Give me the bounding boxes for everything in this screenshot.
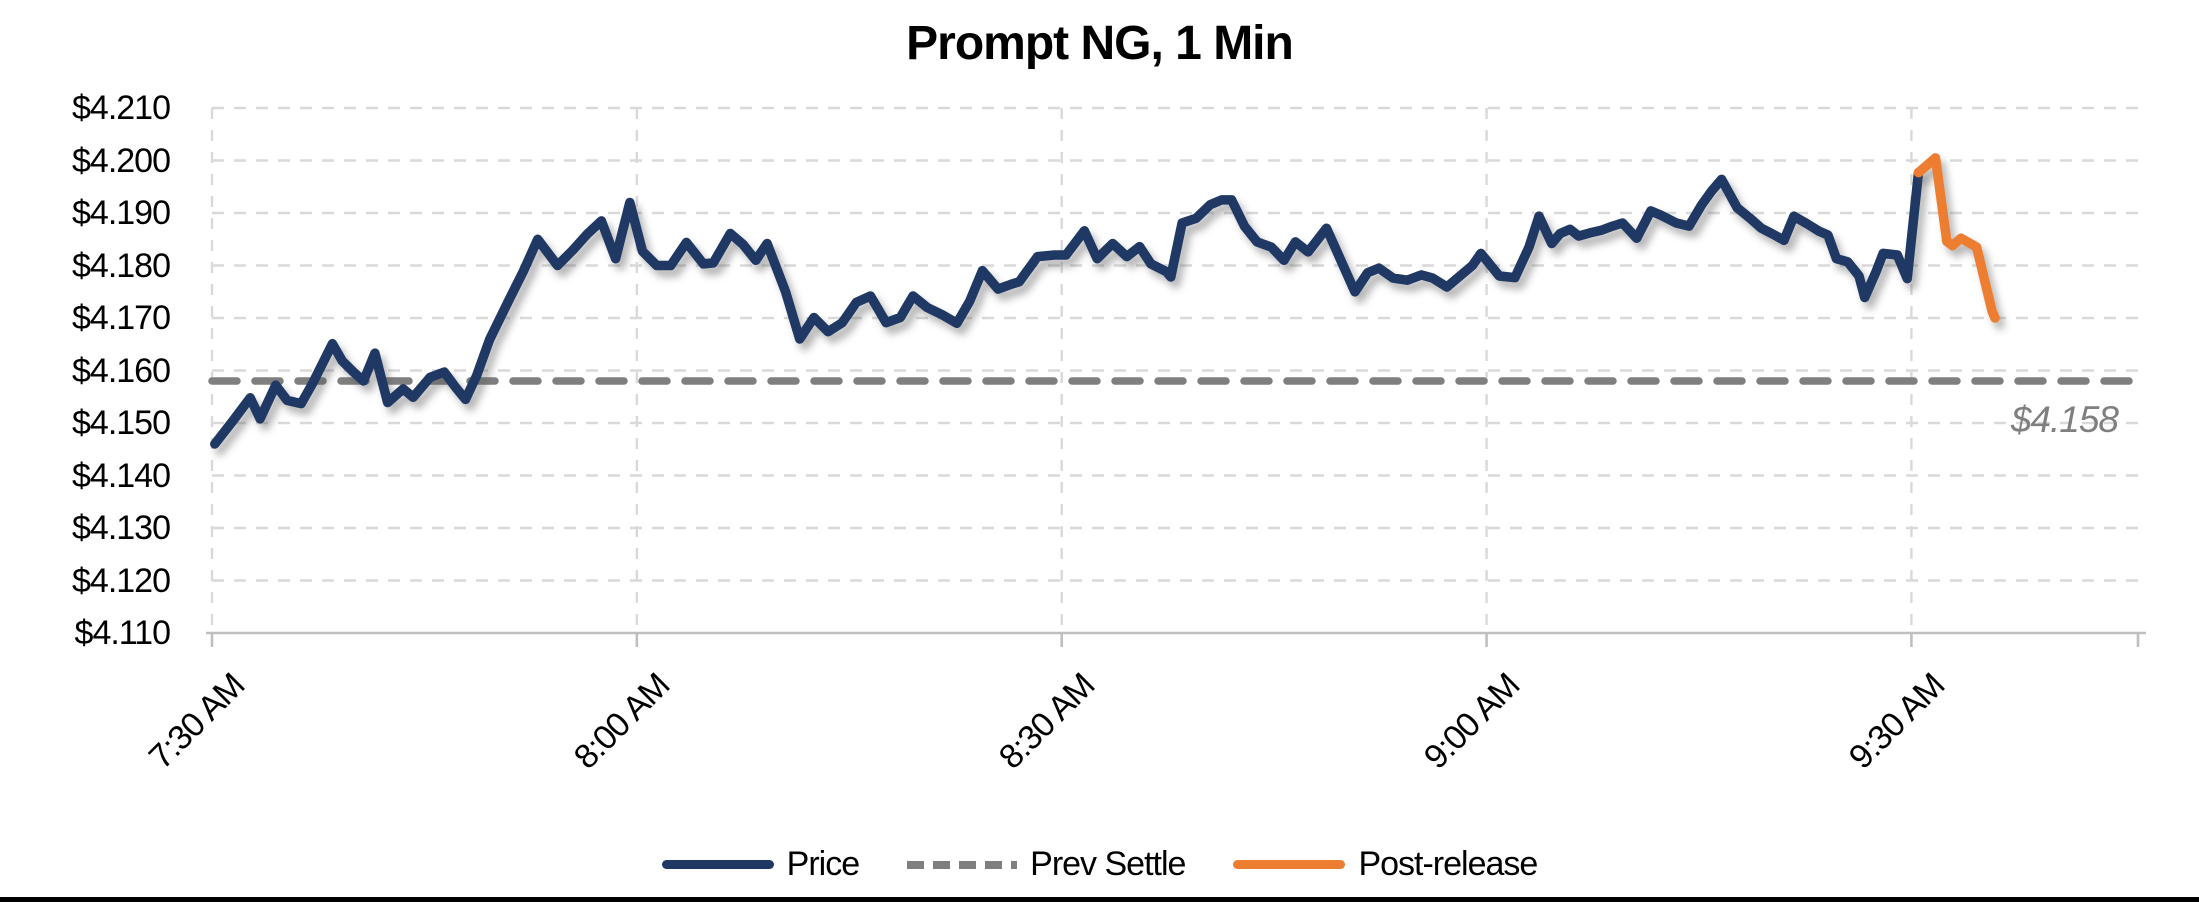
y-axis-tick-label: $4.140: [72, 456, 171, 495]
price-line: [210, 167, 1924, 449]
y-axis-tick-label: $4.160: [72, 351, 171, 390]
y-axis-tick-label: $4.200: [72, 141, 171, 180]
y-axis-tick-label: $4.120: [72, 561, 171, 600]
y-axis-tick-label: $4.190: [72, 194, 171, 232]
y-axis-tick-label: $4.210: [72, 89, 171, 127]
legend-label: Prev Settle: [1030, 845, 1186, 883]
price-legend-swatch: [661, 860, 774, 869]
bottom-border-line: [0, 897, 2199, 902]
y-axis-tick-label: $4.150: [72, 404, 171, 442]
prev-settle-legend-swatch: [907, 860, 1018, 869]
legend-item-prev-settle: Prev Settle: [907, 845, 1186, 884]
prev-settle-value-annotation: $4.158: [2010, 399, 2119, 440]
post-release-polyline: [1913, 153, 2000, 323]
post-release-legend-swatch: [1233, 860, 1346, 869]
legend-label: Price: [786, 845, 860, 883]
legend-label: Post-release: [1358, 845, 1538, 883]
legend: Price Prev Settle Post-release: [0, 845, 2199, 884]
post-release-line: [1913, 153, 2000, 323]
gridlines: [210, 106, 2138, 633]
x-axis-line: [206, 631, 2146, 647]
legend-item-post-release: Post-release: [1233, 845, 1538, 884]
legend-item-price: Price: [661, 845, 860, 884]
y-axis-tick-label: $4.130: [72, 509, 171, 547]
y-axis-tick-label: $4.180: [72, 246, 171, 285]
price-polyline: [210, 167, 1924, 449]
y-axis-tick-label: $4.110: [74, 614, 171, 652]
chart-title: Prompt NG, 1 Min: [906, 17, 1294, 70]
y-axis-tick-label: $4.170: [72, 299, 171, 337]
